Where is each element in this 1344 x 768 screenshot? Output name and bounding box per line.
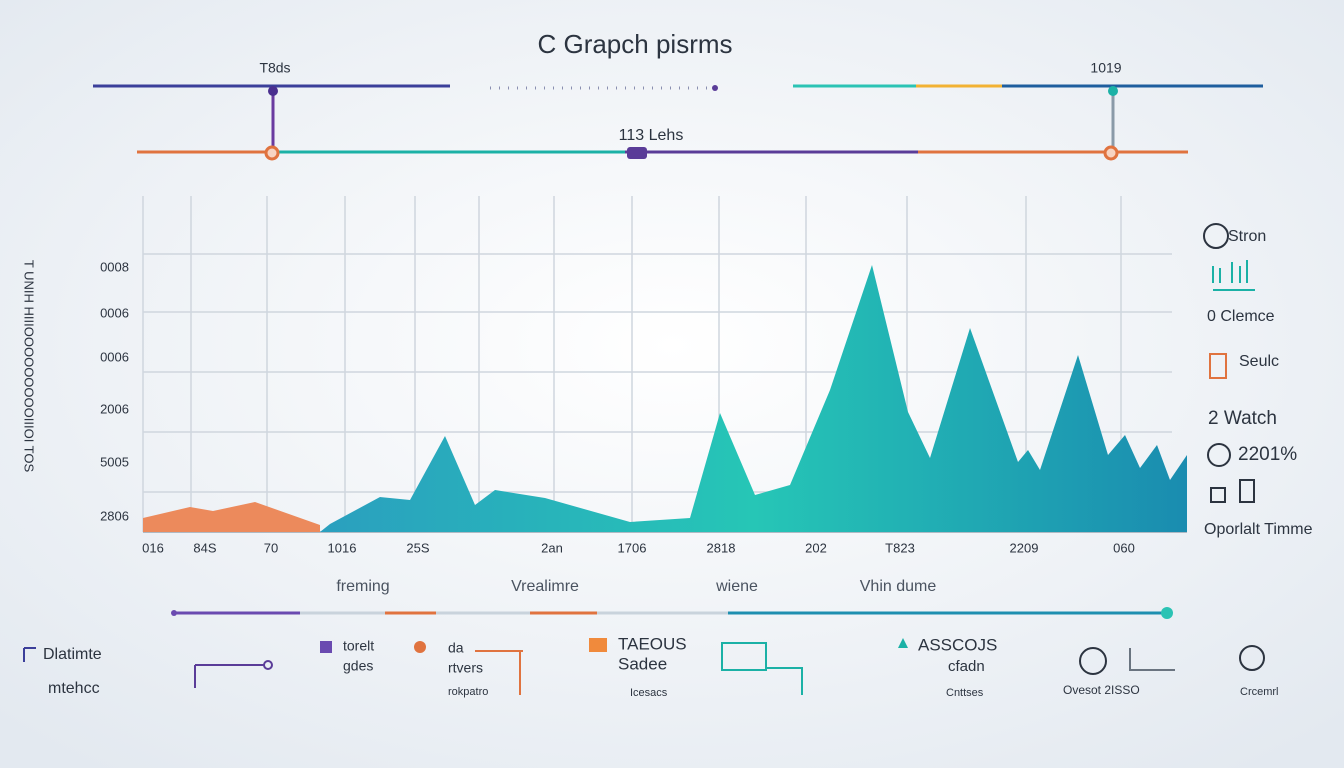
legend-label: Stron (1228, 228, 1266, 245)
footer-label: torelt (343, 638, 374, 654)
x-tick-label: T823 (885, 540, 915, 555)
footer-label: gdes (343, 658, 373, 674)
footer-label: cfadn (948, 658, 985, 675)
caption: freming (336, 578, 389, 595)
x-tick-label: 2818 (707, 540, 736, 555)
footer-label: mtehcc (48, 680, 100, 697)
footer-label: TAEOUS (618, 634, 687, 653)
x-tick-label: 1016 (328, 540, 357, 555)
caption: Vrealimre (511, 578, 579, 595)
x-tick-label: 1706 (618, 540, 647, 555)
legend-label: Oporlalt Timme (1204, 521, 1313, 538)
scrubber (171, 607, 1173, 619)
x-tick-label: 25S (406, 540, 429, 555)
footer-label: ASSCOJS (918, 635, 997, 654)
footer-label: Icesacs (630, 687, 668, 699)
labels: 0008 0006 0006 2006 5005 2806 016 84S 70 1016 25S 2… (43, 228, 1313, 699)
footer-label: Crcemrl (1240, 686, 1279, 698)
timelines (93, 84, 1263, 161)
footer-label: Dlatimte (43, 646, 102, 663)
caption: Vhin dume (860, 578, 937, 595)
icons (23, 223, 1265, 695)
legend-label: Seulc (1239, 353, 1279, 370)
footer-label: Sadee (618, 654, 667, 673)
area-orange (143, 502, 320, 532)
x-tick-label: 2an (541, 540, 563, 555)
footer-label: rokpatro (448, 686, 488, 698)
grid (142, 196, 1187, 533)
footer-label: Cnttses (946, 687, 984, 699)
timeline-label: 1019 (1090, 60, 1121, 76)
y-tick-label: 2006 (100, 401, 129, 416)
y-tick-label: 5005 (100, 454, 129, 469)
x-tick-label: 84S (193, 540, 216, 555)
title: C Grapch pisrms (537, 29, 732, 59)
footer-label: da (448, 640, 464, 656)
timeline-label: 113 Lehs (619, 127, 684, 144)
y-tick-label: 0006 (100, 349, 129, 364)
legend-label: 2 Watch (1208, 408, 1277, 429)
x-tick-label: 016 (142, 540, 164, 555)
x-tick-label: 70 (264, 540, 278, 555)
axis-side-label: T UNIH HIIIOOOOOOOOOIIIOI TOS (22, 260, 37, 473)
footer-label: Ovesot 2ISSO (1063, 683, 1140, 697)
y-tick-label: 2806 (100, 508, 129, 523)
x-tick-label: 2209 (1010, 540, 1039, 555)
legend-label: 2201% (1238, 444, 1297, 465)
x-tick-label: 202 (805, 540, 827, 555)
y-tick-label: 0008 (100, 259, 129, 274)
legend-label: 0 Clemce (1207, 308, 1275, 325)
x-tick-label: 060 (1113, 540, 1135, 555)
caption: wiene (715, 578, 758, 595)
area-teal (320, 265, 1187, 532)
y-tick-label: 0006 (100, 305, 129, 320)
footer-label: rtvers (448, 660, 483, 676)
timeline-label: T8ds (259, 60, 290, 76)
